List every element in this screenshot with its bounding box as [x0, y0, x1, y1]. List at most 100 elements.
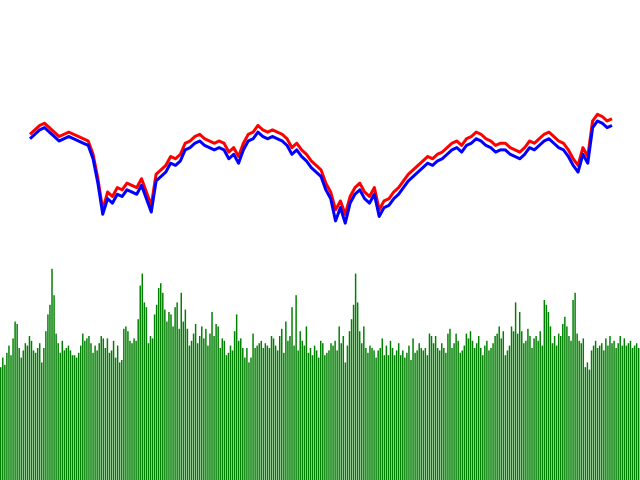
volume-bar	[535, 336, 537, 480]
volume-bar	[137, 319, 139, 480]
volume-bar	[434, 336, 437, 480]
volume-bar	[578, 340, 580, 480]
volume-bar	[543, 300, 546, 480]
volume-bar	[414, 352, 416, 480]
volume-bar	[625, 345, 628, 480]
volume-bar	[172, 326, 174, 480]
volume-bar	[451, 348, 453, 480]
volume-bar	[391, 348, 394, 480]
volume-bar	[71, 355, 74, 480]
volume-bar	[379, 348, 381, 480]
volume-bar	[53, 295, 55, 480]
volume-bar	[118, 362, 121, 480]
volume-bar	[637, 348, 640, 480]
volume-bar	[176, 302, 178, 480]
price-line-panel	[28, 112, 613, 225]
volume-bar	[324, 355, 326, 480]
volume-bar	[570, 340, 572, 480]
volume-bar	[94, 345, 96, 480]
volume-bar	[127, 331, 129, 480]
volume-bar	[387, 355, 390, 480]
volume-bar	[100, 336, 102, 480]
volume-bar	[527, 328, 529, 480]
volume-bar	[523, 343, 525, 480]
volume-bar	[473, 348, 476, 480]
volume-bar	[500, 338, 502, 480]
volume-bar	[383, 355, 386, 480]
volume-bar	[203, 338, 205, 480]
volume-bar	[621, 345, 624, 480]
volume-bar	[574, 292, 576, 480]
volume-bar	[397, 343, 400, 480]
volume-bar	[166, 321, 168, 480]
volume-bar	[258, 343, 260, 480]
volume-bar	[73, 355, 76, 480]
volume-bar	[180, 292, 182, 480]
volume-bar	[98, 343, 100, 480]
volume-bar	[365, 348, 367, 480]
volume-bar	[207, 345, 209, 480]
volume-bar	[416, 350, 418, 480]
volume-bar	[184, 309, 187, 480]
volume-bar	[250, 357, 252, 480]
volume-bar	[274, 345, 277, 480]
volume-bar	[65, 348, 68, 480]
volume-bar	[422, 350, 425, 480]
volume-bar	[545, 304, 548, 480]
volume-bar	[426, 355, 429, 480]
volume-bar	[482, 355, 484, 480]
volume-bar	[170, 314, 172, 480]
volume-bar	[10, 355, 12, 480]
volume-bar	[342, 336, 345, 480]
volume-bar	[131, 343, 133, 480]
volume-bar	[63, 350, 66, 480]
volume-bar	[598, 345, 601, 480]
volume-bar	[26, 345, 29, 480]
volume-bar	[112, 340, 115, 480]
volume-bar	[260, 340, 262, 480]
volume-bar	[168, 312, 170, 480]
volume-bar	[307, 352, 310, 480]
volume-bar	[564, 316, 566, 480]
volume-bar	[278, 336, 281, 480]
volume-bar	[613, 340, 615, 480]
volume-bar	[601, 343, 603, 480]
volume-bar	[436, 348, 439, 480]
volume-bar	[441, 343, 443, 480]
volume-bar	[492, 343, 494, 480]
volume-bar	[555, 345, 558, 480]
volume-bar	[498, 326, 500, 480]
volume-bar	[86, 338, 88, 480]
volume-bar	[354, 273, 357, 480]
volume-bar	[229, 345, 232, 480]
volume-bar	[141, 273, 144, 480]
volume-bar	[153, 314, 156, 480]
volume-bar	[572, 300, 574, 480]
volume-bar	[480, 348, 482, 480]
volume-bar	[233, 331, 236, 480]
volume-bar	[557, 333, 560, 480]
volume-bar	[114, 357, 117, 480]
volume-bar	[385, 345, 388, 480]
volume-bar	[41, 362, 43, 480]
volume-bar	[223, 340, 226, 480]
volume-bar	[317, 357, 320, 480]
volume-bar	[192, 333, 195, 480]
volume-bar	[67, 345, 70, 480]
volume-bar	[371, 348, 373, 480]
volume-bar	[34, 352, 37, 480]
volume-bar	[139, 285, 141, 480]
volume-bar	[381, 338, 384, 480]
volume-bar	[149, 336, 152, 480]
volume-bar	[84, 340, 86, 480]
volume-bar	[221, 338, 224, 480]
volume-bar	[248, 362, 250, 480]
volume-bar	[322, 343, 324, 480]
volume-bar	[219, 348, 221, 480]
volume-bar	[631, 348, 634, 480]
volume-bar	[576, 333, 578, 480]
volume-bar	[406, 352, 408, 480]
volume-bar	[330, 343, 332, 480]
volume-bar	[356, 302, 359, 480]
